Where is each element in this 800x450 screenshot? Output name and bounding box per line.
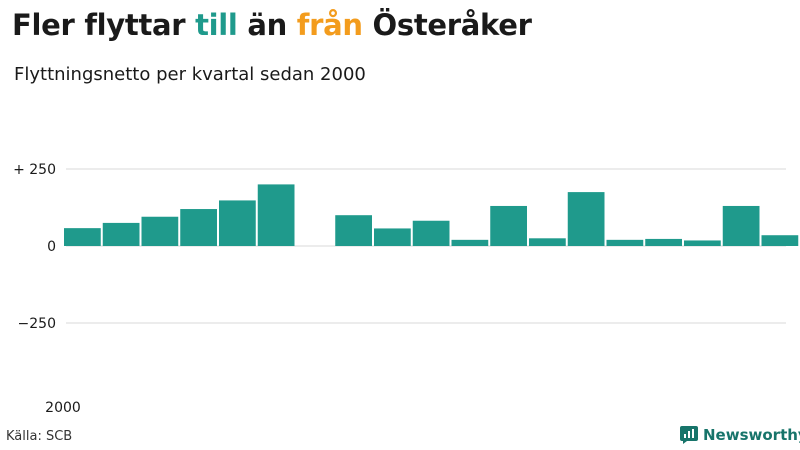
y-tick-label: + 250 xyxy=(13,162,56,178)
brand-name: Newsworthy xyxy=(703,426,800,444)
title-text-1: Fler flyttar xyxy=(12,8,196,42)
bar xyxy=(606,239,644,246)
bar xyxy=(451,239,489,246)
bar xyxy=(761,235,799,246)
chart-title: Fler flyttar till än från Österåker xyxy=(12,8,532,42)
chart-subtitle: Flyttningsnetto per kvartal sedan 2000 xyxy=(14,64,366,85)
y-tick-label: −250 xyxy=(18,316,56,332)
title-text-3: Österåker xyxy=(362,8,532,42)
title-fran: från xyxy=(296,8,363,42)
bar xyxy=(219,200,256,246)
bar-chart: + 250 0 −250 20002005201020152020 xyxy=(13,162,799,416)
bar xyxy=(102,222,140,246)
bar xyxy=(490,205,527,246)
bar xyxy=(684,240,721,246)
bar xyxy=(567,192,605,246)
bar xyxy=(645,238,682,246)
bar xyxy=(412,220,450,246)
bar xyxy=(257,184,295,246)
bar xyxy=(374,228,411,246)
bar-chart-logo-icon xyxy=(680,426,698,444)
y-axis-labels: + 250 0 −250 xyxy=(13,162,56,332)
bar xyxy=(64,228,101,246)
title-text-2: än xyxy=(237,8,297,42)
bar xyxy=(335,215,372,246)
x-tick-label: 2000 xyxy=(45,400,81,416)
bar xyxy=(722,205,760,246)
title-till: till xyxy=(195,8,238,42)
newsworthy-logo[interactable]: Newsworthy xyxy=(680,426,800,444)
bars xyxy=(64,184,799,246)
y-tick-label: 0 xyxy=(47,239,56,255)
source-label: Källa: SCB xyxy=(6,429,73,444)
x-axis-labels: 20002005201020152020 xyxy=(45,400,81,416)
bar xyxy=(141,216,179,246)
bar xyxy=(529,238,566,246)
bar xyxy=(180,209,217,246)
